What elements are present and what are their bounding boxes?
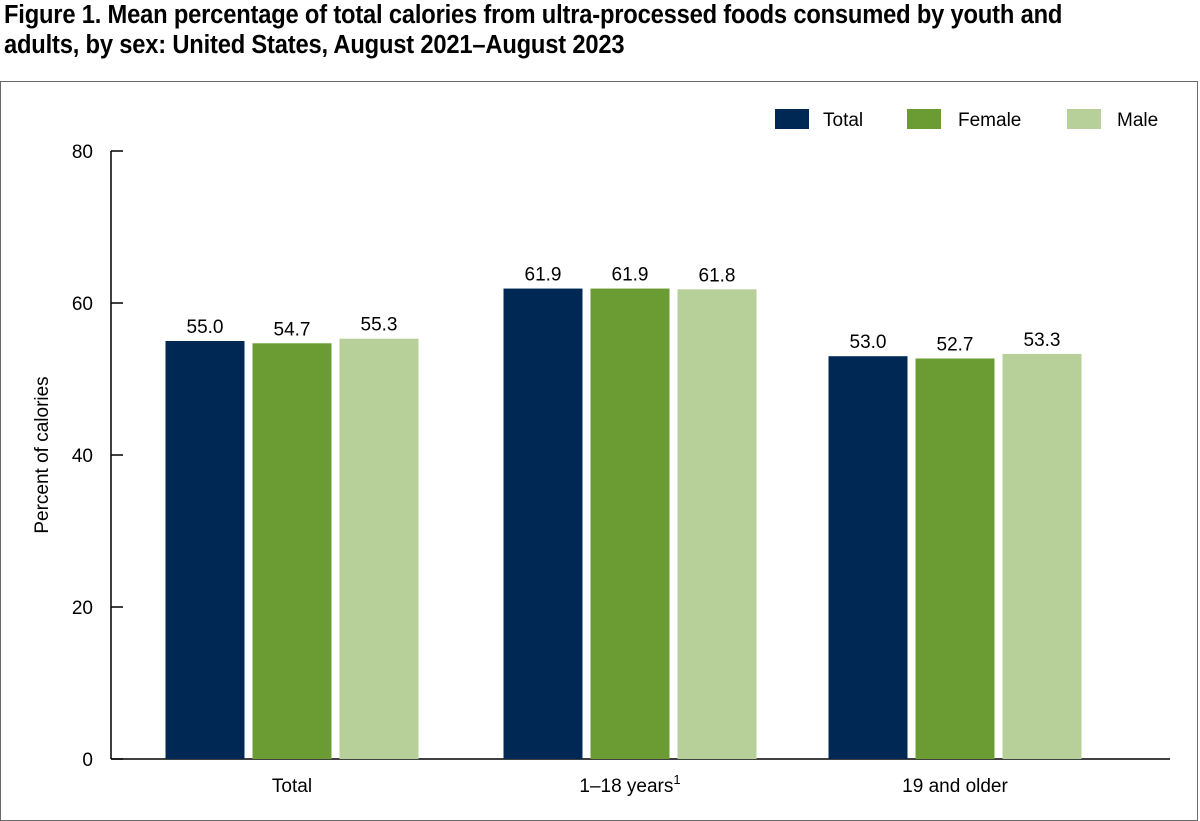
figure-title-line-1: Figure 1. Mean percentage of total calor… <box>4 1 1063 29</box>
bar <box>503 288 583 759</box>
x-tick-label: 1–18 years1 <box>579 772 680 797</box>
data-label: 52.7 <box>937 334 974 355</box>
x-axis: Total 1–18 years1 19 and older <box>111 758 1170 797</box>
y-tick-label: 80 <box>72 142 93 163</box>
bar-series-group <box>165 288 1082 759</box>
legend-swatch <box>1067 109 1101 129</box>
bar <box>915 358 995 759</box>
chart-legend: Total Female Male <box>775 109 1158 131</box>
y-axis: 0 20 40 60 80 <box>72 142 123 771</box>
figure-title-line-2: adults, by sex: United States, August 20… <box>4 31 625 59</box>
data-label: 55.0 <box>187 317 224 338</box>
y-tick-label: 20 <box>72 598 93 619</box>
data-label: 55.3 <box>361 315 398 336</box>
x-tick-label: Total <box>272 776 312 797</box>
data-label: 61.9 <box>612 265 649 286</box>
bar <box>590 288 670 759</box>
y-axis-label: Percent of calories <box>32 376 53 533</box>
data-label: 61.9 <box>525 265 562 286</box>
value-labels-group: 55.0 54.7 55.3 61.9 61.9 61.8 53.0 52.7 53.3 <box>187 265 1061 356</box>
x-tick-label: 19 and older <box>902 776 1008 797</box>
bar-chart: Total Female Male 0 20 40 60 80 Total 1–18 year… <box>32 109 1170 797</box>
bar <box>828 356 908 759</box>
bar <box>165 341 245 759</box>
data-label: 53.0 <box>850 332 887 353</box>
bar <box>339 338 419 759</box>
bar <box>1002 353 1082 759</box>
data-label: 54.7 <box>274 319 311 340</box>
y-tick-label: 0 <box>82 750 93 771</box>
figure-title: Figure 1. Mean percentage of total calor… <box>4 0 1114 60</box>
legend-label: Total <box>823 110 863 131</box>
legend-label: Male <box>1117 110 1158 131</box>
data-label: 53.3 <box>1024 330 1061 351</box>
legend-swatch <box>775 109 809 129</box>
legend-swatch <box>907 109 941 129</box>
bar <box>252 343 332 759</box>
data-label: 61.8 <box>699 265 736 286</box>
y-tick-label: 40 <box>72 446 93 467</box>
bar <box>677 289 757 759</box>
legend-label: Female <box>958 110 1021 131</box>
y-tick-label: 60 <box>72 294 93 315</box>
